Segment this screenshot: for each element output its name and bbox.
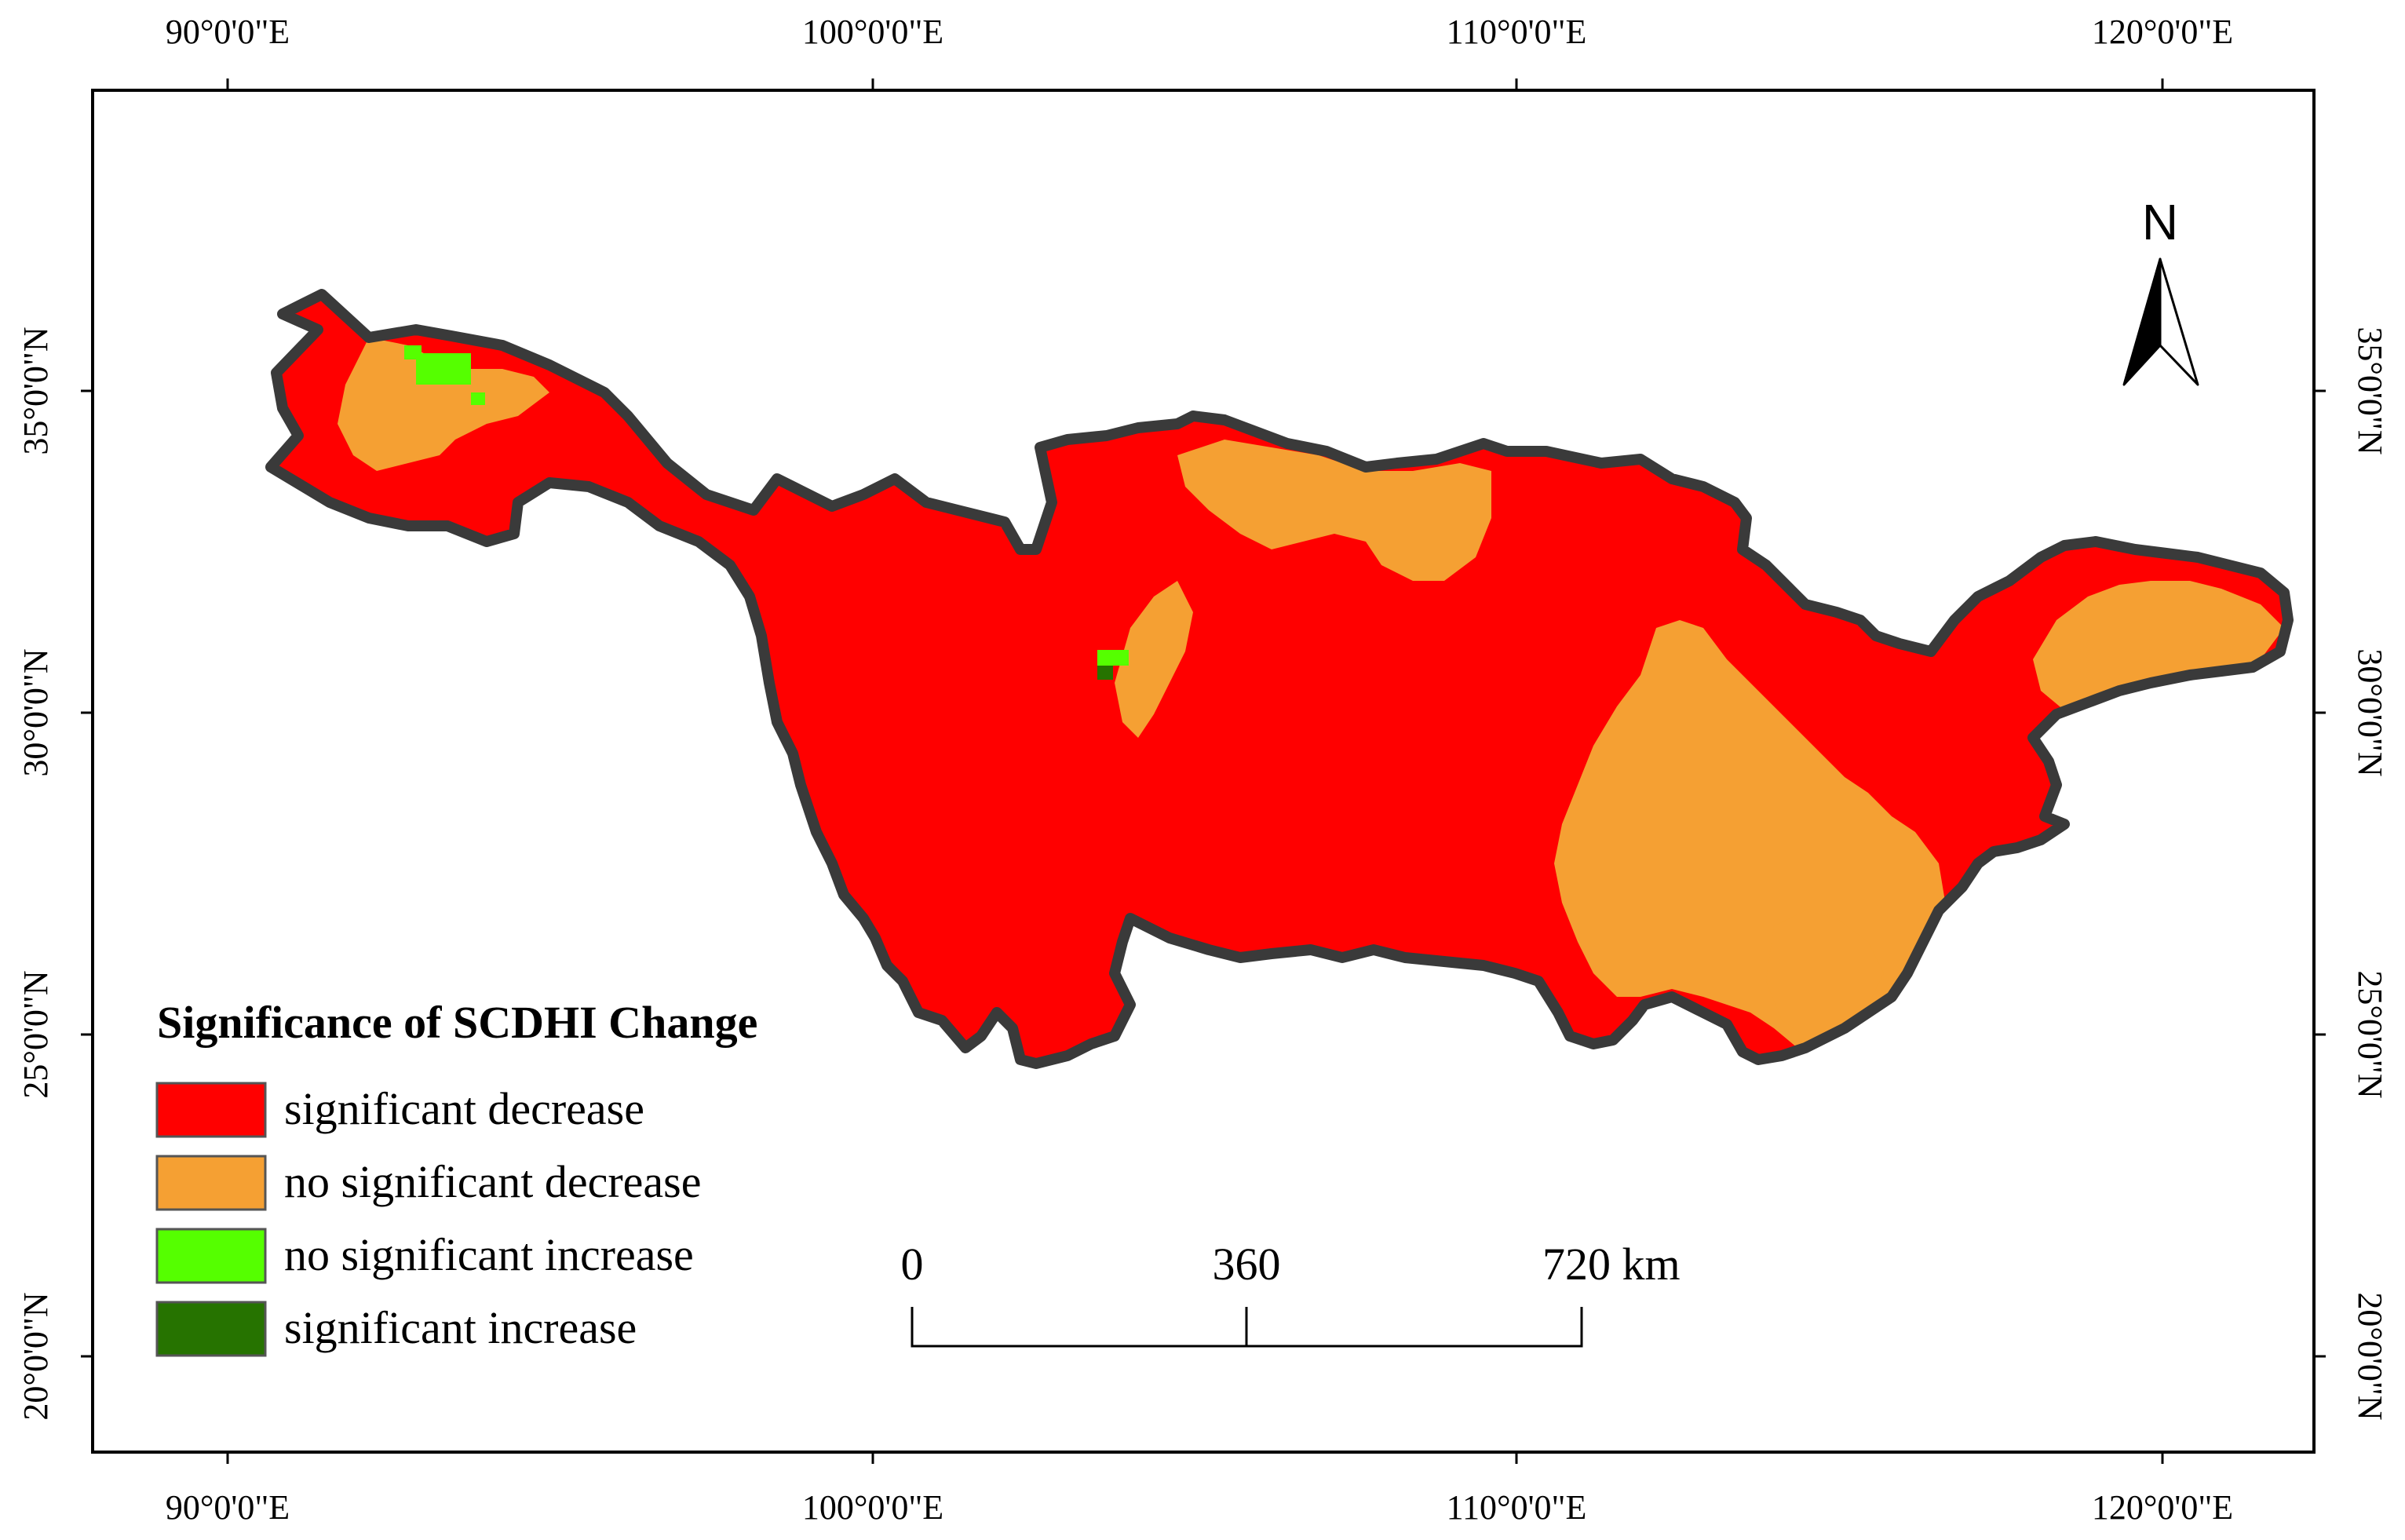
y-tick-right-35: 35°0'0"N [2351, 327, 2389, 454]
legend-label-1: no significant decrease [284, 1156, 701, 1207]
scale-label-360: 360 [1213, 1239, 1281, 1290]
no-significant-increase-areas [404, 345, 1129, 666]
orange-area-west [338, 338, 549, 471]
orange-area-delta [2033, 581, 2284, 710]
scale-bar-line [911, 1307, 1583, 1348]
orange-area-north-central [1177, 440, 1491, 581]
north-arrow-right-half [2159, 257, 2199, 386]
y-tick-left-25: 25°0'0"N [16, 970, 55, 1098]
legend: Significance of SCDHI Change significant… [155, 997, 757, 1357]
darkgreen-patch-1 [1097, 666, 1113, 680]
map-frame [91, 89, 2316, 1454]
y-tick-right-25: 25°0'0"N [2351, 970, 2389, 1098]
legend-swatch-3 [155, 1301, 267, 1357]
green-patch-1 [416, 353, 471, 385]
legend-swatch-1 [155, 1155, 267, 1211]
x-tick-bottom-120: 120°0'0"E [2092, 1488, 2233, 1527]
x-tick-top-120: 120°0'0"E [2092, 13, 2233, 51]
x-tick-bottom-100: 100°0'0"E [802, 1488, 943, 1527]
green-patch-3 [471, 392, 485, 405]
significant-increase-areas [1097, 666, 1113, 680]
y-tick-left-30: 30°0'0"N [16, 648, 55, 776]
y-tick-right-20: 20°0'0"N [2351, 1292, 2389, 1420]
orange-area-corridor [1115, 581, 1193, 738]
y-tick-left-35: 35°0'0"N [16, 327, 55, 454]
basin-map [235, 275, 2316, 1099]
x-tick-bottom-90: 90°0'0"E [166, 1488, 290, 1527]
legend-label-3: significant increase [284, 1302, 637, 1353]
y-tick-left-20: 20°0'0"N [16, 1292, 55, 1420]
north-arrow-left-half [2122, 257, 2162, 386]
orange-area-south-east [1766, 910, 1884, 1036]
scale-bar: 0 360 720 km [901, 1239, 1681, 1348]
x-tick-top-110: 110°0'0"E [1447, 13, 1587, 51]
green-patch-4 [1097, 650, 1129, 666]
green-patch-2 [404, 345, 422, 359]
no-significant-decrease-areas [338, 338, 2284, 1048]
north-label: N [2142, 194, 2178, 250]
basin-raster [271, 294, 2288, 1064]
legend-label-0: significant decrease [284, 1083, 644, 1134]
legend-title: Significance of SCDHI Change [157, 997, 757, 1048]
coordinate-ticks [81, 78, 2326, 1464]
x-tick-bottom-110: 110°0'0"E [1447, 1488, 1587, 1527]
scale-label-720: 720 km [1542, 1239, 1681, 1290]
legend-swatch-0 [155, 1082, 267, 1138]
legend-label-2: no significant increase [284, 1229, 694, 1280]
x-tick-top-90: 90°0'0"E [166, 13, 290, 51]
legend-swatch-2 [155, 1228, 267, 1284]
y-tick-right-30: 30°0'0"N [2351, 648, 2389, 776]
x-tick-top-100: 100°0'0"E [802, 13, 943, 51]
scale-label-0: 0 [901, 1239, 924, 1290]
north-arrow: N [2122, 194, 2199, 386]
significant-decrease-area [271, 294, 2288, 1064]
